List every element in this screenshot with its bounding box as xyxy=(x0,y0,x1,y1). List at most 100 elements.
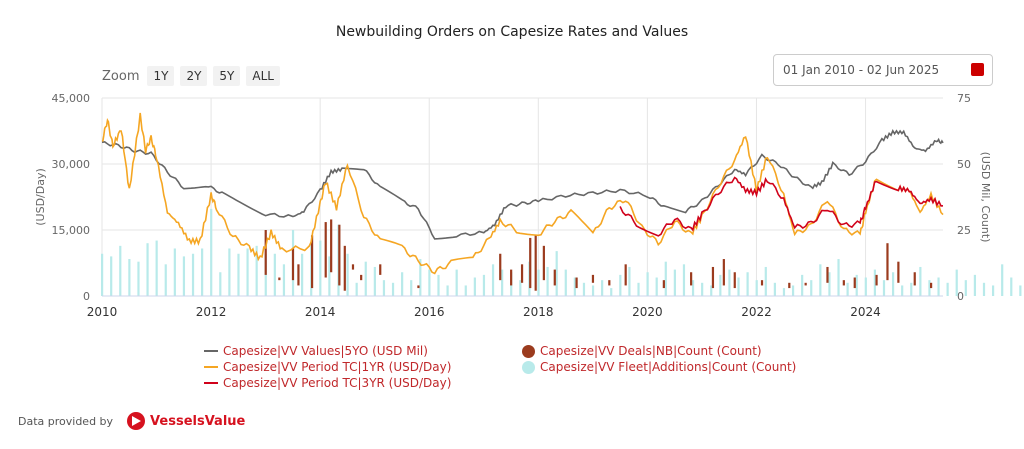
fleet-additions-bar xyxy=(682,264,686,296)
legend-label: Capesize|VV Values|5YO (USD Mil) xyxy=(223,344,428,358)
fleet-additions-bar xyxy=(446,285,449,296)
fleet-additions-bar xyxy=(873,269,876,296)
fleet-additions-bar xyxy=(973,274,977,296)
fleet-additions-bar xyxy=(228,248,231,296)
fleet-additions-bar xyxy=(910,282,913,296)
y-right-tick-label: 50 xyxy=(957,158,971,171)
fleet-additions-bar xyxy=(210,208,213,296)
fleet-additions-bar xyxy=(410,280,413,296)
x-tick-label: 2020 xyxy=(632,305,663,319)
fleet-additions-bar xyxy=(782,288,786,296)
deals-bar xyxy=(310,235,314,289)
fleet-additions-bar xyxy=(364,261,367,296)
deals-bar xyxy=(324,222,327,278)
legend-item-tc1yr[interactable]: Capesize|VV Period TC|1YR (USD/Day) xyxy=(204,359,451,375)
x-tick-label: 2016 xyxy=(414,305,445,319)
fleet-additions-bar xyxy=(746,272,749,296)
deals-bar xyxy=(379,264,382,275)
fleet-additions-bar xyxy=(864,277,867,296)
deals-bar xyxy=(591,274,595,283)
deals-bar xyxy=(553,269,556,286)
legend-item-tc3yr[interactable]: Capesize|VV Period TC|3YR (USD/Day) xyxy=(204,375,451,391)
fleet-additions-bar xyxy=(191,253,195,296)
fleet-additions-bar xyxy=(564,269,567,296)
deals-bar xyxy=(330,219,333,273)
y-left-tick-label: 30,000 xyxy=(52,158,91,171)
deals-bar xyxy=(499,253,502,281)
deals-bar xyxy=(343,245,346,291)
x-tick-label: 2018 xyxy=(523,305,554,319)
deals-bar xyxy=(733,272,736,289)
fleet-additions-bar xyxy=(355,282,358,296)
footer: Data provided by VesselsValue xyxy=(18,412,245,430)
deals-bar xyxy=(690,272,693,286)
fleet-additions-bar xyxy=(755,280,758,296)
fleet-additions-bar xyxy=(391,282,395,296)
date-range-picker[interactable]: 01 Jan 2010 - 02 Jun 2025 xyxy=(773,54,993,86)
deals-bar xyxy=(529,237,532,289)
fleet-additions-bar xyxy=(482,274,486,296)
fleet-additions-bar xyxy=(646,272,649,296)
deals-bar xyxy=(826,266,829,283)
zoom-1y-button[interactable]: 1Y xyxy=(147,66,175,86)
fleet-additions-bar xyxy=(473,277,476,296)
series-line-1 xyxy=(101,112,944,275)
fleet-additions-bar xyxy=(619,274,622,296)
fleet-additions-bar xyxy=(891,272,895,296)
fleet-additions-bar xyxy=(428,269,431,296)
fleet-additions-bar xyxy=(673,269,676,296)
fleet-additions-bar xyxy=(946,282,949,296)
fleet-additions-bar xyxy=(901,285,904,296)
x-tick-label: 2024 xyxy=(850,305,881,319)
fleet-additions-bar xyxy=(255,245,258,296)
calendar-icon[interactable] xyxy=(971,63,984,76)
fleet-additions-bar xyxy=(119,245,122,296)
fleet-additions-bar xyxy=(519,280,522,296)
fleet-additions-bar xyxy=(664,261,667,296)
fleet-additions-bar xyxy=(437,274,440,296)
deals-bar xyxy=(264,230,267,275)
fleet-additions-bar xyxy=(110,256,113,296)
fleet-additions-bar xyxy=(819,264,822,296)
brand-name: VesselsValue xyxy=(150,413,246,429)
fleet-additions-bar xyxy=(728,269,731,296)
legend-item-fleet[interactable]: Capesize|VV Fleet|Additions|Count (Count… xyxy=(522,359,796,375)
logo-icon xyxy=(127,412,146,430)
fleet-additions-bar xyxy=(810,280,813,296)
fleet-additions-bar xyxy=(146,243,149,296)
fleet-additions-bar xyxy=(555,251,558,296)
x-tick-label: 2014 xyxy=(305,305,336,319)
zoom-2y-button[interactable]: 2Y xyxy=(180,66,208,86)
deals-bar xyxy=(711,266,715,289)
fleet-additions-bar xyxy=(955,269,958,296)
legend-item-values[interactable]: Capesize|VV Values|5YO (USD Mil) xyxy=(204,343,451,359)
chart-title: Newbuilding Orders on Capesize Rates and… xyxy=(335,24,689,40)
y-left-tick-label: 15,000 xyxy=(52,224,91,237)
vesselsvalue-logo[interactable]: VesselsValue xyxy=(127,412,245,430)
zoom-5y-button[interactable]: 5Y xyxy=(213,66,241,86)
zoom-all-button[interactable]: ALL xyxy=(246,66,280,86)
fleet-additions-bar xyxy=(546,266,549,296)
fleet-additions-bar xyxy=(882,280,886,296)
deals-bar xyxy=(886,243,889,281)
fleet-additions-bar xyxy=(346,253,349,296)
fleet-additions-bar xyxy=(837,259,840,296)
deals-bar xyxy=(913,272,916,286)
fleet-additions-bar xyxy=(1001,264,1004,296)
deals-bar xyxy=(542,245,545,281)
date-range-text: 01 Jan 2010 - 02 Jun 2025 xyxy=(783,63,940,77)
fleet-additions-bar xyxy=(737,277,740,296)
series-line-2 xyxy=(619,176,944,237)
fleet-additions-bar xyxy=(764,266,767,296)
fleet-additions-bar xyxy=(201,248,204,296)
fleet-additions-bar xyxy=(710,285,713,296)
fleet-additions-bar xyxy=(1019,285,1022,296)
deals-bar xyxy=(624,264,627,286)
fleet-additions-bar xyxy=(791,285,795,296)
legend-item-deals[interactable]: Capesize|VV Deals|NB|Count (Count) xyxy=(522,343,796,359)
fleet-additions-bar xyxy=(964,280,967,296)
deals-bar xyxy=(804,282,807,286)
fleet-additions-bar xyxy=(328,256,331,296)
fleet-additions-bar xyxy=(610,288,613,296)
y-right-axis-title: (USD Mil, Count) xyxy=(979,152,992,243)
